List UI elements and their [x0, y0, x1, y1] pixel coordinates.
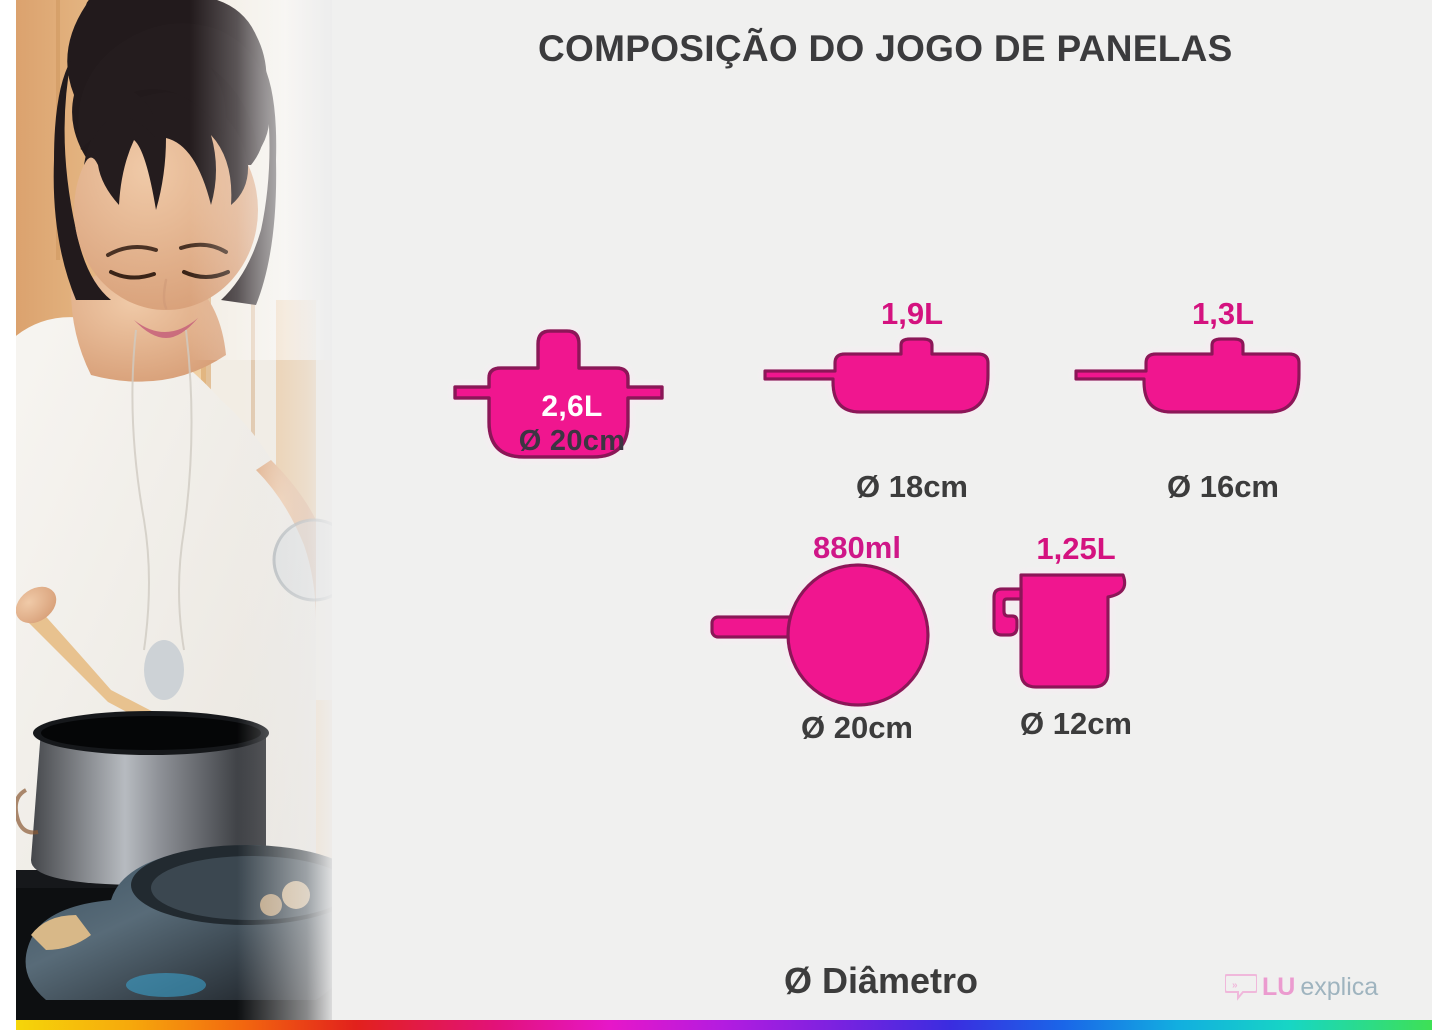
svg-text:»: »	[1232, 980, 1238, 991]
